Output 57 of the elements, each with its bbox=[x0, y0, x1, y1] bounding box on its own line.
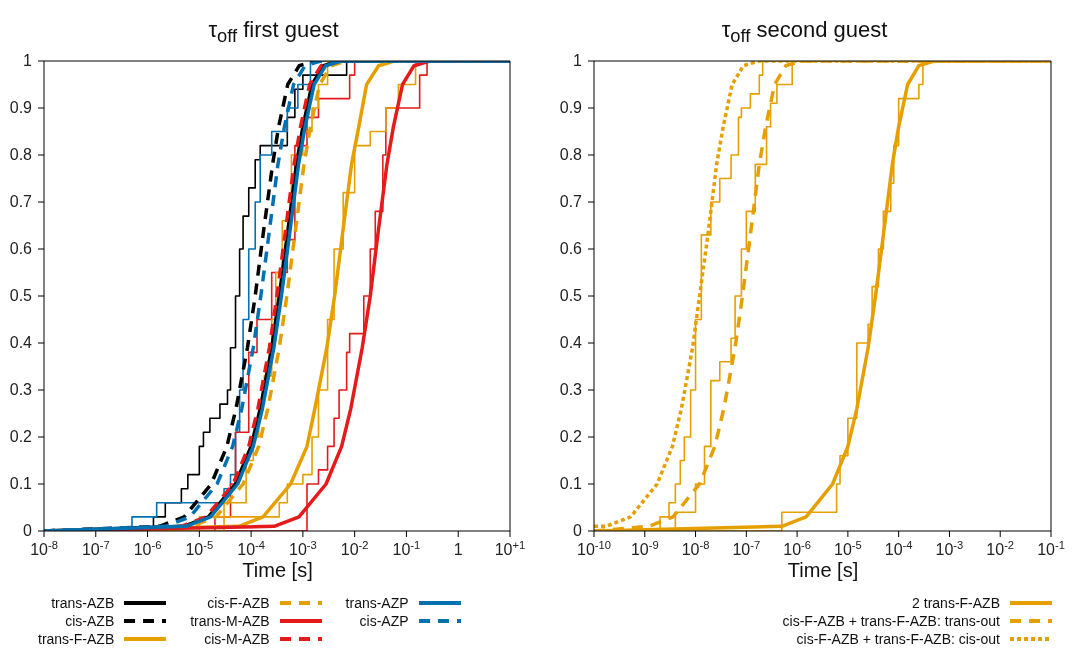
y-tick-label: 0.4 bbox=[9, 334, 33, 351]
legend-label: trans-AZB bbox=[51, 595, 115, 611]
legend-label: trans-F-AZB bbox=[38, 631, 115, 647]
x-tick-label: 10$^{-7}$ bbox=[81, 539, 110, 558]
x-axis-title: Time [s] bbox=[241, 558, 314, 583]
y-tick-label: 0.7 bbox=[559, 193, 583, 210]
x-tick-label: 10$^{-6}$ bbox=[133, 539, 162, 558]
x-tick-label: 10$^{-9}$ bbox=[630, 539, 659, 558]
y-tick-label: 1 bbox=[23, 52, 33, 69]
y-tick-label: 0.9 bbox=[9, 99, 33, 116]
legend-label: cis-F-AZB + trans-F-AZB: cis-out bbox=[796, 631, 1000, 647]
y-tick-label: 0.5 bbox=[9, 287, 33, 304]
y-tick-label: 0.7 bbox=[9, 193, 33, 210]
x-tick-label: 10$^{-10}$ bbox=[577, 539, 611, 558]
y-tick-label: 0.2 bbox=[559, 428, 583, 445]
legend-label: cis-AZP bbox=[359, 613, 409, 629]
x-tick-label: 10$^{-1}$ bbox=[392, 539, 421, 558]
x-tick-label: 10$^{-4}$ bbox=[237, 539, 265, 558]
x-tick-label: 10$^{-2}$ bbox=[986, 539, 1015, 558]
y-tick-label: 0.5 bbox=[559, 287, 583, 304]
y-tick-label: 1 bbox=[573, 52, 583, 69]
x-tick-label: 10$^{-3}$ bbox=[289, 539, 317, 558]
chart-title: τ$_{off}$ first guest bbox=[208, 17, 339, 47]
x-tick-label: 10$^{-5}$ bbox=[185, 539, 214, 558]
x-tick-label: 10$^{-5}$ bbox=[834, 539, 862, 558]
legend-label: cis-F-AZB + trans-F-AZB: trans-out bbox=[782, 613, 1000, 629]
x-tick-label: 10$^{-2}$ bbox=[340, 539, 369, 558]
x-tick-label: 1 bbox=[453, 541, 463, 558]
legend-label: cis-M-AZB bbox=[204, 631, 270, 647]
x-tick-label: 10$^{-8}$ bbox=[681, 539, 710, 558]
y-tick-label: 0.1 bbox=[559, 475, 583, 492]
x-tick-label: 10$^{-8}$ bbox=[30, 539, 58, 558]
y-tick-label: 0 bbox=[573, 522, 583, 539]
x-tick-label: 10$^{-1}$ bbox=[1037, 539, 1065, 558]
y-tick-label: 0.6 bbox=[9, 240, 33, 257]
y-tick-label: 0 bbox=[23, 522, 33, 539]
x-tick-label: 10$^{-3}$ bbox=[935, 539, 964, 558]
y-tick-label: 0.3 bbox=[9, 381, 33, 398]
x-tick-label: 10$^{+1}$ bbox=[494, 539, 526, 558]
y-tick-label: 0.2 bbox=[9, 428, 33, 445]
y-tick-label: 0.6 bbox=[559, 240, 583, 257]
x-tick-label: 10$^{-7}$ bbox=[732, 539, 761, 558]
y-tick-label: 0.1 bbox=[9, 475, 33, 492]
legend-label: 2 trans-F-AZB bbox=[912, 595, 1000, 611]
x-tick-label: 10$^{-6}$ bbox=[783, 539, 811, 558]
chart-title: τ$_{off}$ second guest bbox=[721, 17, 888, 47]
y-tick-label: 0.8 bbox=[9, 146, 33, 163]
y-tick-label: 0.4 bbox=[559, 334, 583, 351]
legend-label: cis-F-AZB bbox=[207, 595, 270, 611]
y-tick-label: 0.8 bbox=[559, 146, 583, 163]
legend-label: trans-M-AZB bbox=[190, 613, 270, 629]
x-tick-label: 10$^{-4}$ bbox=[884, 539, 913, 558]
legend-label: cis-AZB bbox=[65, 613, 115, 629]
legend-label: trans-AZP bbox=[345, 595, 409, 611]
y-tick-label: 0.3 bbox=[559, 381, 583, 398]
x-axis-title: Time [s] bbox=[786, 558, 860, 583]
y-tick-label: 0.9 bbox=[559, 99, 583, 116]
